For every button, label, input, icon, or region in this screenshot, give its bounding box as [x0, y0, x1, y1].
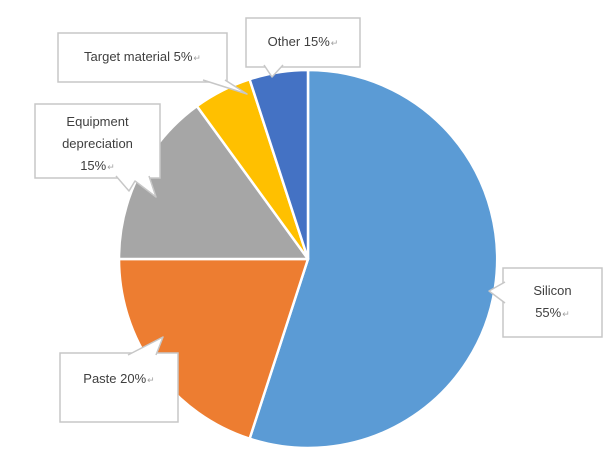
callout-box-other[interactable] [245, 17, 361, 68]
callout-paste [59, 336, 179, 423]
pie-slices [117, 68, 499, 450]
callout-other [245, 17, 361, 78]
callout-tail-silicon [488, 281, 506, 304]
callout-box-silicon[interactable] [502, 267, 603, 338]
callout-tail-paste [127, 336, 164, 356]
callout-tail-target-material [202, 79, 248, 95]
callout-box-equipment-depreciation[interactable] [34, 103, 161, 179]
callout-target-material [57, 32, 248, 95]
callout-box-paste[interactable] [59, 352, 179, 423]
callout-tail-other [263, 64, 284, 78]
callout-tail-equipment-depreciation [115, 175, 157, 198]
callout-box-target-material[interactable] [57, 32, 228, 83]
pie-slice-other[interactable] [248, 68, 310, 261]
callout-silicon [488, 267, 603, 338]
callout-equipment-depreciation [34, 103, 161, 198]
